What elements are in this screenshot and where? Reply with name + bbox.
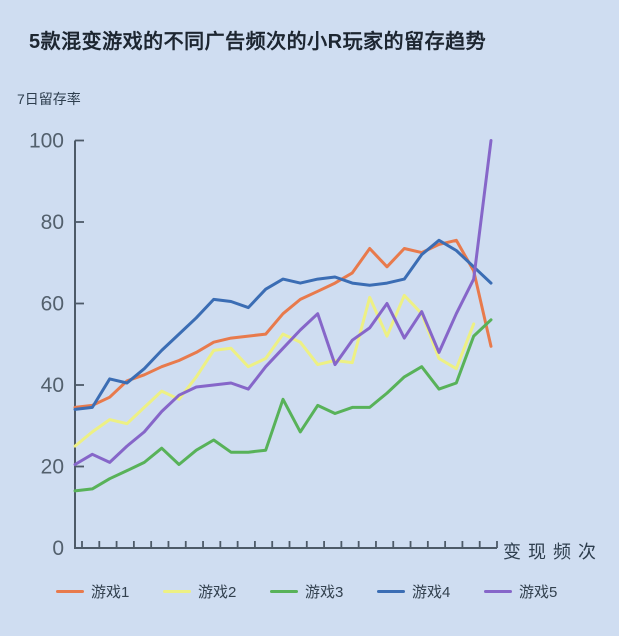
legend-label: 游戏5 bbox=[519, 584, 558, 601]
legend-item-2: 游戏2 bbox=[163, 581, 270, 602]
series-line-4 bbox=[73, 238, 493, 411]
chart-legend: 游戏1 游戏2 游戏3 游戏4 游戏5 bbox=[56, 581, 591, 602]
legend-label: 游戏1 bbox=[91, 584, 130, 601]
legend-swatch-icon bbox=[163, 589, 191, 594]
legend-label: 游戏2 bbox=[198, 584, 237, 601]
legend-item-3: 游戏3 bbox=[270, 581, 377, 602]
y-axis-tick-label: 40 bbox=[41, 374, 64, 397]
legend-swatch-icon bbox=[377, 589, 405, 594]
legend-item-1: 游戏1 bbox=[56, 581, 163, 602]
y-axis-tick-label: 0 bbox=[52, 537, 64, 560]
y-axis-tick-label: 20 bbox=[41, 456, 64, 479]
legend-swatch-icon bbox=[270, 589, 298, 594]
legend-swatch-icon bbox=[56, 589, 84, 594]
legend-swatch-icon bbox=[484, 589, 512, 594]
legend-label: 游戏4 bbox=[412, 584, 451, 601]
series-line-5 bbox=[73, 139, 493, 466]
legend-item-4: 游戏4 bbox=[377, 581, 484, 602]
y-axis-tick-label: 100 bbox=[29, 130, 64, 153]
legend-item-5: 游戏5 bbox=[484, 581, 591, 602]
chart-title: 5款混变游戏的不同广告频次的小R玩家的留存趋势 bbox=[29, 31, 487, 53]
y-axis-tick-label: 60 bbox=[41, 293, 64, 316]
series-line-1 bbox=[73, 238, 493, 409]
x-axis-title: 变现频次 bbox=[503, 542, 603, 562]
series-line-3 bbox=[73, 318, 493, 493]
y-axis-title: 7日留存率 bbox=[17, 91, 81, 107]
series-line-2 bbox=[73, 293, 476, 448]
legend-label: 游戏3 bbox=[305, 584, 344, 601]
y-axis-tick-label: 80 bbox=[41, 211, 64, 234]
